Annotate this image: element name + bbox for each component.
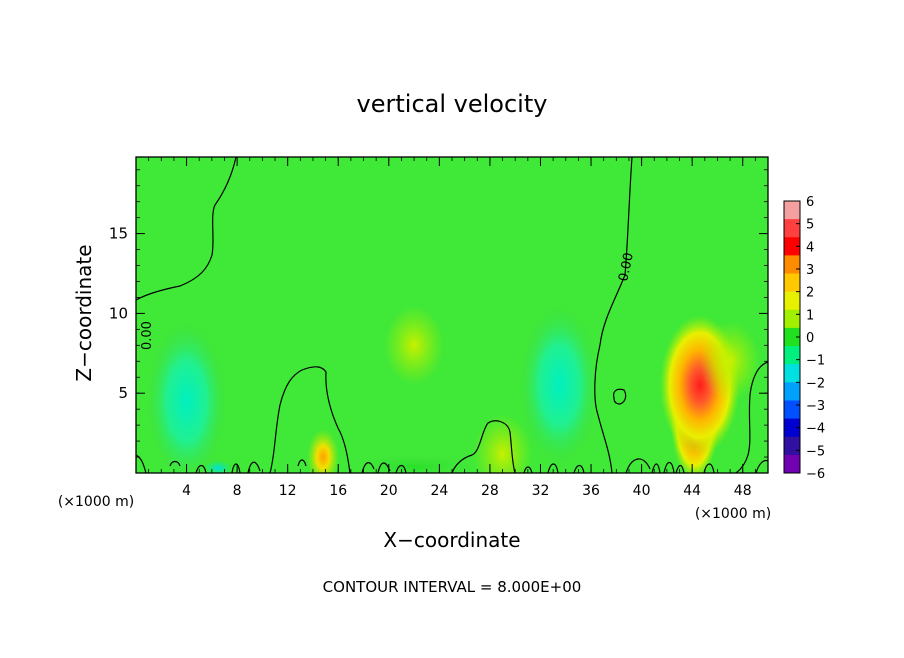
- colorbar-band: [784, 273, 800, 293]
- field-feature-4: [384, 305, 445, 386]
- colorbar-label: −3: [806, 399, 825, 414]
- x-tick-label: 16: [329, 483, 347, 499]
- zero-contour-right: [594, 157, 633, 473]
- colorbar: 6 5 4 3 2 1 0 −1 −2 −3 −4 −5 −6: [783, 195, 825, 482]
- zero-contour-hill-left: [269, 366, 351, 473]
- y-tick-label: 10: [109, 304, 128, 322]
- contour-interval-footer: CONTOUR INTERVAL = 8.000E+00: [323, 578, 582, 596]
- colorbar-band: [784, 346, 800, 365]
- field-feature-8: [354, 454, 475, 473]
- colorbar-band: [784, 454, 800, 474]
- colorbar-band: [784, 201, 800, 220]
- field-feature-2: [307, 429, 340, 473]
- x-tick-label: 24: [430, 483, 448, 499]
- zero-contour-upper-left: [136, 157, 237, 301]
- colorbar-label: 3: [806, 263, 814, 278]
- colorbar-band: [784, 291, 800, 311]
- colorbar-label: −5: [806, 444, 825, 459]
- y-axis-label: Z−coordinate: [72, 244, 96, 381]
- x-tick-label: 40: [633, 483, 651, 499]
- zero-contour-ground-ripples: [136, 454, 768, 473]
- x-tick-label: 32: [532, 483, 550, 499]
- colorbar-band: [784, 327, 800, 347]
- field-feature-6: [519, 305, 600, 466]
- colorbar-label: −1: [806, 354, 825, 369]
- colorbar-band: [784, 309, 800, 329]
- colorbar-label: 5: [806, 218, 814, 233]
- x-tick-label: 8: [233, 483, 242, 499]
- colorbar-label: 6: [806, 195, 814, 210]
- x-tick-label: 28: [481, 483, 499, 499]
- field-feature-9: [700, 321, 761, 402]
- x-tick-label: 12: [279, 483, 297, 499]
- colorbar-band: [784, 400, 800, 420]
- plot-background: [136, 157, 768, 473]
- colorbar-band: [784, 382, 800, 401]
- zero-contour-hill-mid: [451, 420, 516, 473]
- contour-label-right: 0.00: [616, 251, 637, 282]
- chart-title: vertical velocity: [357, 90, 548, 118]
- contour-label-group: 0.00 0.00: [140, 251, 637, 350]
- field-feature-5: [146, 321, 227, 473]
- colorbar-label: 4: [806, 240, 814, 255]
- x-unit-label-left: (×1000 m): [58, 494, 134, 510]
- field-layer: [146, 305, 761, 473]
- colorbar-band: [784, 436, 800, 456]
- plot-area: 0.00 0.00: [135, 156, 769, 474]
- colorbar-band: [784, 364, 800, 383]
- zero-contour-small-loop: [613, 388, 627, 405]
- colorbar-label: 0: [806, 331, 814, 346]
- contour-label-left: 0.00: [140, 321, 155, 350]
- x-axis-label: X−coordinate: [383, 528, 520, 552]
- colorbar-label: −4: [806, 422, 825, 437]
- field-feature-7: [204, 460, 233, 473]
- colorbar-label: 2: [806, 286, 814, 301]
- x-axis: 4 8 12 16 20 24 28 32 36 40 44 48: [135, 157, 769, 499]
- x-tick-label: 44: [683, 483, 701, 499]
- colorbar-label: 1: [806, 308, 814, 323]
- colorbar-label: −6: [806, 467, 825, 482]
- x-tick-label: 20: [380, 483, 398, 499]
- colorbar-band: [784, 219, 800, 238]
- contour-lines: [136, 157, 768, 473]
- y-tick-label: 15: [109, 225, 128, 243]
- colorbar-label: −2: [806, 376, 825, 391]
- x-unit-label-right: (×1000 m): [695, 506, 771, 522]
- y-axis: 5 10 15: [109, 169, 768, 458]
- field-feature-3: [472, 413, 533, 473]
- x-tick-label: 4: [182, 483, 191, 499]
- y-tick-label: 5: [118, 384, 128, 402]
- colorbar-band: [784, 255, 800, 275]
- colorbar-band: [784, 418, 800, 438]
- colorbar-band: [784, 237, 800, 256]
- x-tick-label: 48: [734, 483, 752, 499]
- x-tick-label: 36: [582, 483, 600, 499]
